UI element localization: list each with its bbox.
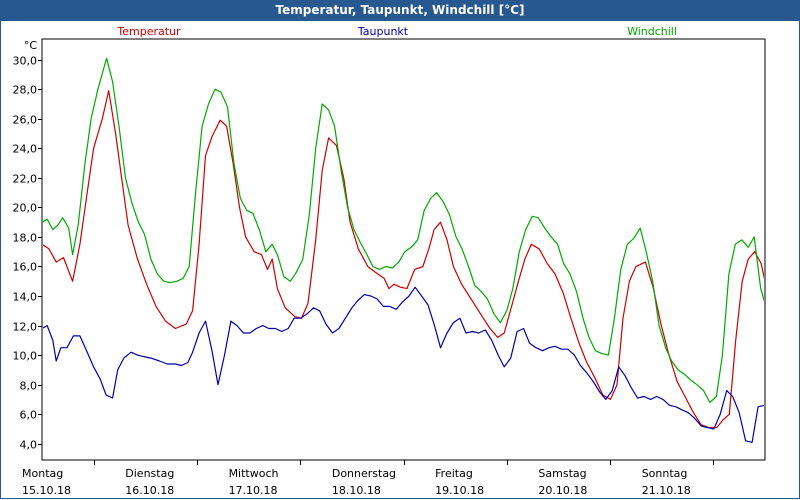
- day-name-label: Dienstag: [125, 467, 174, 480]
- day-date-label: 19.10.18: [435, 484, 484, 497]
- day-name-label: Freitag: [435, 467, 473, 480]
- series-windchill: [43, 57, 764, 403]
- legend-windchill: Windchill: [627, 25, 677, 38]
- y-axis-label: °C: [24, 39, 38, 52]
- day-name-label: Samstag: [538, 467, 586, 480]
- plot-area: [41, 38, 766, 461]
- y-tick-label: 8,0: [20, 380, 38, 393]
- legend: Temperatur Taupunkt Windchill: [116, 25, 677, 38]
- day-name-label: Montag: [22, 467, 63, 480]
- axis-labels: 4,0 6,0 8,0 10,0 12,0 14,0 16,0 18,0 20,0 22,0 24,…: [13, 39, 691, 497]
- axes: [38, 38, 766, 465]
- y-tick-label: 12,0: [13, 321, 38, 334]
- y-tick-label: 14,0: [13, 291, 38, 304]
- y-tick-label: 28,0: [13, 84, 38, 97]
- day-date-label: 17.10.18: [229, 484, 278, 497]
- series-taupunkt: [43, 286, 764, 443]
- y-tick-label: 22,0: [13, 173, 38, 186]
- day-date-label: 16.10.18: [125, 484, 174, 497]
- y-tick-label: 30,0: [13, 55, 38, 68]
- legend-temperatur: Temperatur: [116, 25, 181, 38]
- y-tick-label: 6,0: [20, 409, 38, 422]
- day-date-label: 20.10.18: [538, 484, 587, 497]
- y-tick-label: 4,0: [20, 439, 38, 452]
- day-date-label: 15.10.18: [22, 484, 71, 497]
- y-tick-label: 26,0: [13, 114, 38, 127]
- chart-frame: 4,0 6,0 8,0 10,0 12,0 14,0 16,0 18,0 20,0 22,0 24,…: [0, 21, 800, 499]
- day-date-label: 18.10.18: [332, 484, 381, 497]
- chart-title: Temperatur, Taupunkt, Windchill [°C]: [0, 0, 800, 21]
- series-temperatur: [43, 90, 764, 429]
- day-date-label: 21.10.18: [642, 484, 691, 497]
- y-tick-label: 20,0: [13, 202, 38, 215]
- chart-svg: 4,0 6,0 8,0 10,0 12,0 14,0 16,0 18,0 20,0 22,0 24,…: [13, 25, 766, 497]
- y-tick-label: 18,0: [13, 232, 38, 245]
- data-lines: [43, 57, 764, 443]
- day-name-label: Sonntag: [642, 467, 688, 480]
- y-tick-label: 24,0: [13, 143, 38, 156]
- y-tick-label: 16,0: [13, 261, 38, 274]
- legend-taupunkt: Taupunkt: [357, 25, 409, 38]
- day-name-label: Donnerstag: [332, 467, 396, 480]
- y-tick-label: 10,0: [13, 350, 38, 363]
- day-name-label: Mittwoch: [229, 467, 279, 480]
